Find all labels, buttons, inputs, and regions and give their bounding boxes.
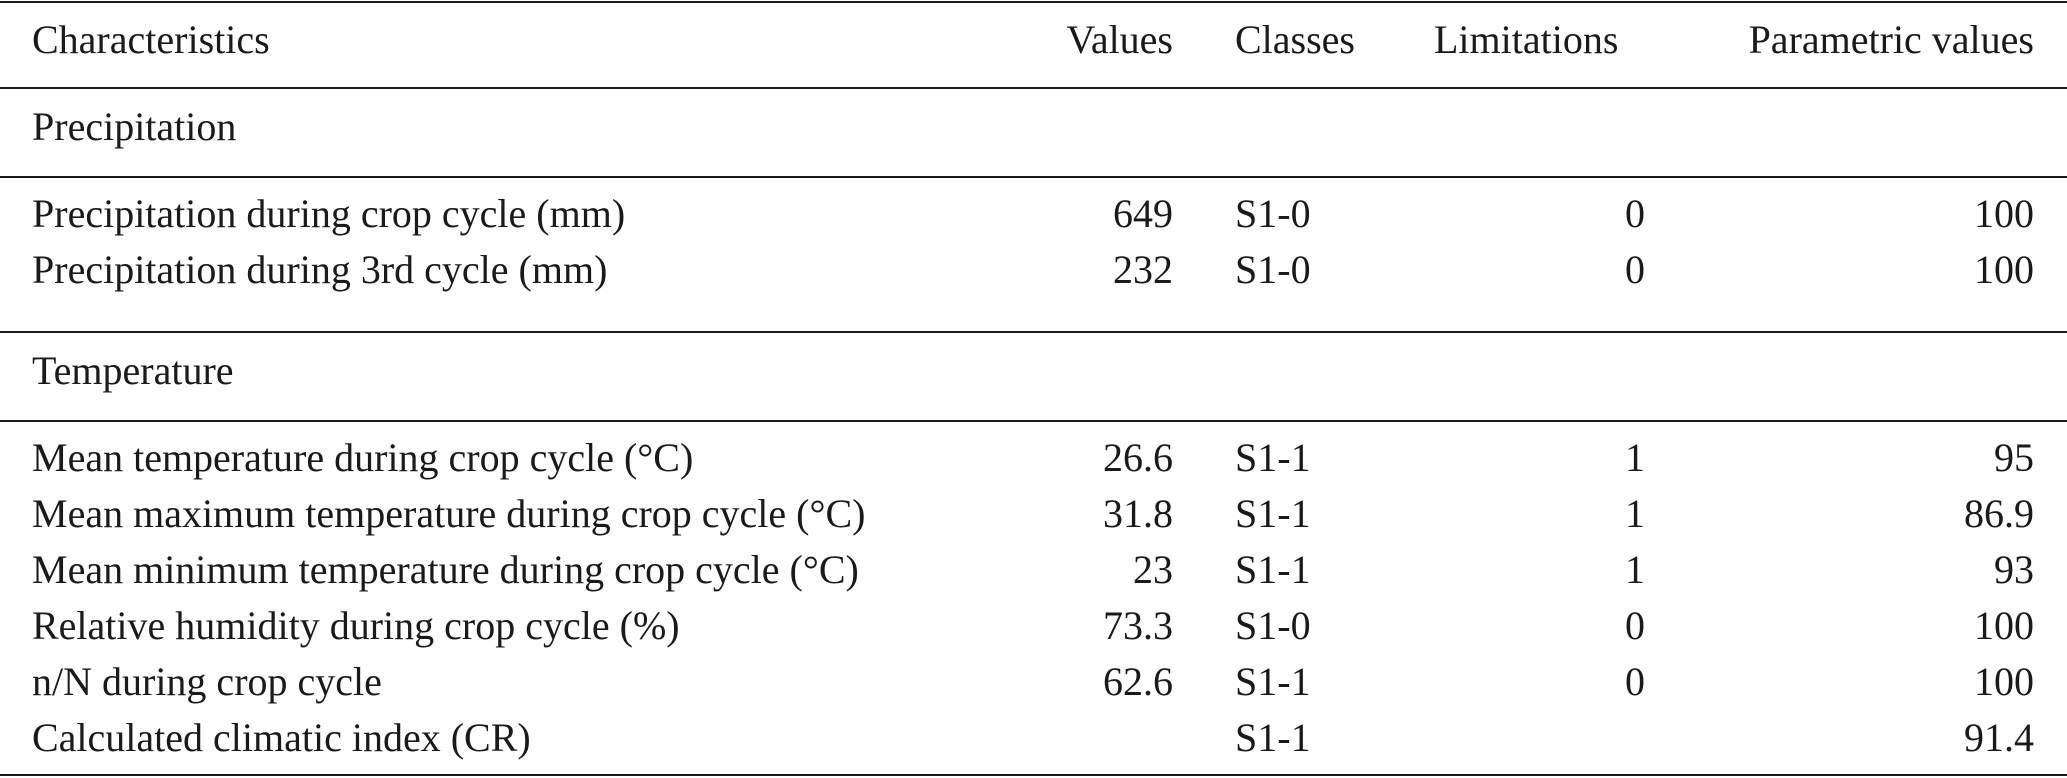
cell: S1-0 <box>1235 191 1311 236</box>
column-header: Characteristics <box>32 17 270 62</box>
cell: 100 <box>1974 603 2034 648</box>
cell: 93 <box>1994 547 2034 592</box>
cell: S1-0 <box>1235 247 1311 292</box>
cell: 1 <box>1625 435 1645 480</box>
column-header: Limitations <box>1434 17 1618 62</box>
cell: S1-1 <box>1235 547 1311 592</box>
cell: 73.3 <box>1103 603 1173 648</box>
cell: 62.6 <box>1103 659 1173 704</box>
cell: 649 <box>1113 191 1173 236</box>
section-title: Precipitation <box>32 104 236 149</box>
cell: 95 <box>1994 435 2034 480</box>
cell: 91.4 <box>1964 715 2034 760</box>
cell: 31.8 <box>1103 491 1173 536</box>
cell: 23 <box>1133 547 1173 592</box>
column-header: Classes <box>1235 17 1355 62</box>
row-label: Calculated climatic index (CR) <box>32 715 531 760</box>
row-label: Relative humidity during crop cycle (%) <box>32 603 680 648</box>
cell: 1 <box>1625 547 1645 592</box>
cell: 0 <box>1625 247 1645 292</box>
cell: S1-1 <box>1235 659 1311 704</box>
cell: 232 <box>1113 247 1173 292</box>
row-label: Mean temperature during crop cycle (°C) <box>32 435 693 480</box>
row-label: Mean minimum temperature during crop cyc… <box>32 547 859 592</box>
cell: 100 <box>1974 191 2034 236</box>
cell: S1-1 <box>1235 491 1311 536</box>
row-label: Mean maximum temperature during crop cyc… <box>32 491 865 536</box>
column-header: Values <box>1066 17 1173 62</box>
cell: S1-1 <box>1235 435 1311 480</box>
row-label: Precipitation during 3rd cycle (mm) <box>32 247 607 292</box>
row-label: Precipitation during crop cycle (mm) <box>32 191 625 236</box>
cell: 26.6 <box>1103 435 1173 480</box>
cell: 1 <box>1625 491 1645 536</box>
column-header: Parametric values <box>1749 17 2034 62</box>
row-label: n/N during crop cycle <box>32 659 382 704</box>
cell: 0 <box>1625 659 1645 704</box>
cell: S1-1 <box>1235 715 1311 760</box>
cell: 0 <box>1625 191 1645 236</box>
cell: 0 <box>1625 603 1645 648</box>
cell: 86.9 <box>1964 491 2034 536</box>
cell: S1-0 <box>1235 603 1311 648</box>
section-title: Temperature <box>32 348 234 393</box>
cell: 100 <box>1974 659 2034 704</box>
cell: 100 <box>1974 247 2034 292</box>
